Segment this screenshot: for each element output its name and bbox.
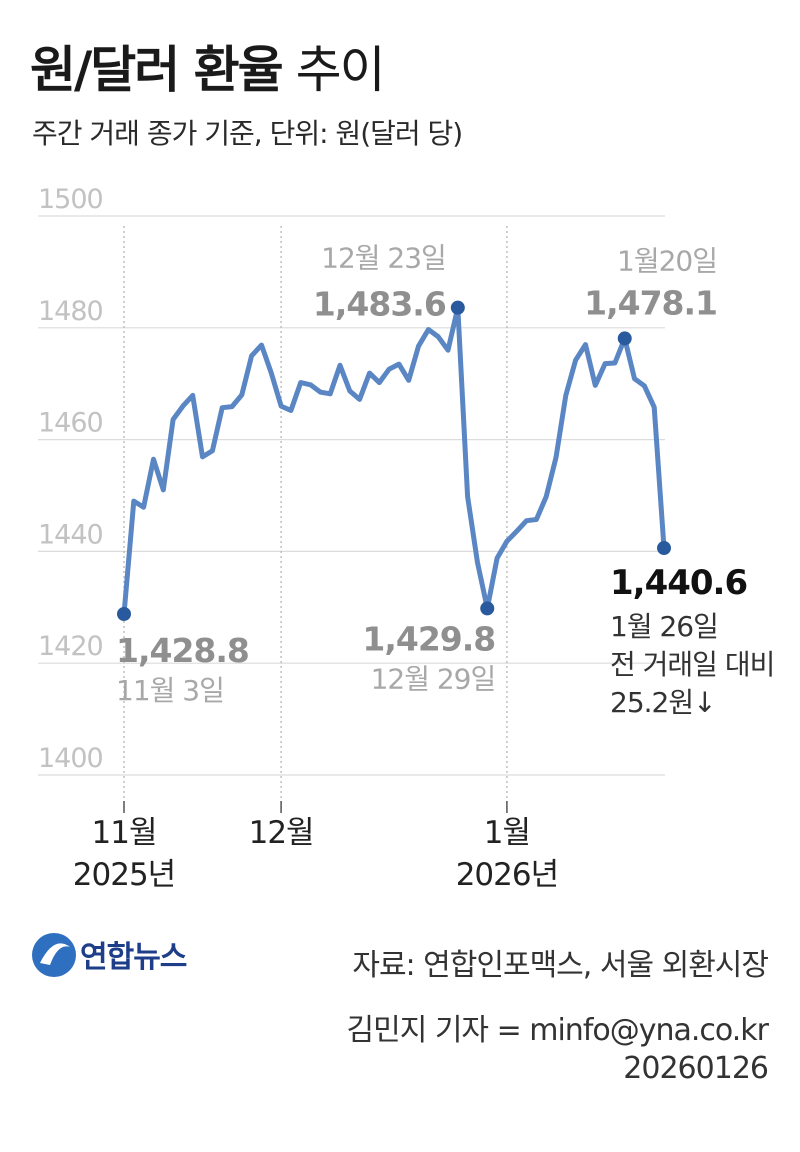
- x-tick-year-label: 2026년: [456, 857, 558, 893]
- data-point-marker: [657, 541, 671, 556]
- point-date-label: 12월 29일: [371, 662, 496, 695]
- y-tick-label: 1500: [38, 184, 103, 215]
- y-tick-label: 1460: [38, 408, 103, 439]
- line-chart: 1400 1420 1440 1460 1480 1500 11월 2025년 12월 1월 202…: [38, 184, 775, 893]
- point-date-label: 1월20일: [617, 244, 717, 277]
- point-value-label: 1,440.6: [610, 563, 747, 603]
- point-note-label: 전 거래일 대비: [610, 648, 774, 681]
- x-tick-month-label: 1월: [484, 815, 530, 851]
- point-note-label: 25.2원↓: [610, 686, 716, 719]
- x-tick-month-label: 12월: [249, 815, 314, 851]
- point-value-label: 1,429.8: [362, 619, 495, 658]
- y-tick-label: 1480: [38, 296, 103, 327]
- reporter-line: 김민지 기자 = minfo@yna.co.kr: [346, 1013, 769, 1048]
- point-date-label: 1월 26일: [610, 610, 718, 643]
- point-date-label: 12월 23일: [321, 242, 446, 275]
- point-value-label: 1,483.6: [313, 285, 446, 324]
- credit-block: 김민지 기자 = minfo@yna.co.kr 20260126: [347, 1012, 769, 1088]
- data-point-marker: [617, 331, 632, 346]
- title-bold: 원/달러 환율: [30, 41, 284, 99]
- yonhap-logo-icon: [32, 933, 76, 977]
- data-point-marker: [480, 601, 495, 616]
- date-code: 20260126: [623, 1051, 769, 1086]
- source-note: 자료: 연합인포맥스, 서울 외환시장: [352, 948, 769, 983]
- logo-text: 연합뉴스: [80, 940, 187, 975]
- series-line: [121, 305, 667, 617]
- data-point-marker: [450, 300, 465, 315]
- title-regular: 추이: [281, 41, 386, 99]
- data-point-marker: [117, 607, 131, 622]
- y-tick-label: 1440: [38, 519, 103, 550]
- point-value-label: 1,478.1: [584, 283, 717, 322]
- page-title: 원/달러 환율 추이: [30, 30, 386, 102]
- point-date-label: 11월 3일: [116, 674, 224, 707]
- point-value-label: 1,428.8: [116, 631, 249, 670]
- y-tick-label: 1400: [38, 743, 103, 774]
- x-tick-month-label: 11월: [92, 815, 157, 851]
- y-tick-label: 1420: [38, 631, 103, 662]
- page-subtitle: 주간 거래 종가 기준, 단위: 원(달러 당): [32, 117, 463, 150]
- x-tick-year-label: 2025년: [73, 857, 175, 893]
